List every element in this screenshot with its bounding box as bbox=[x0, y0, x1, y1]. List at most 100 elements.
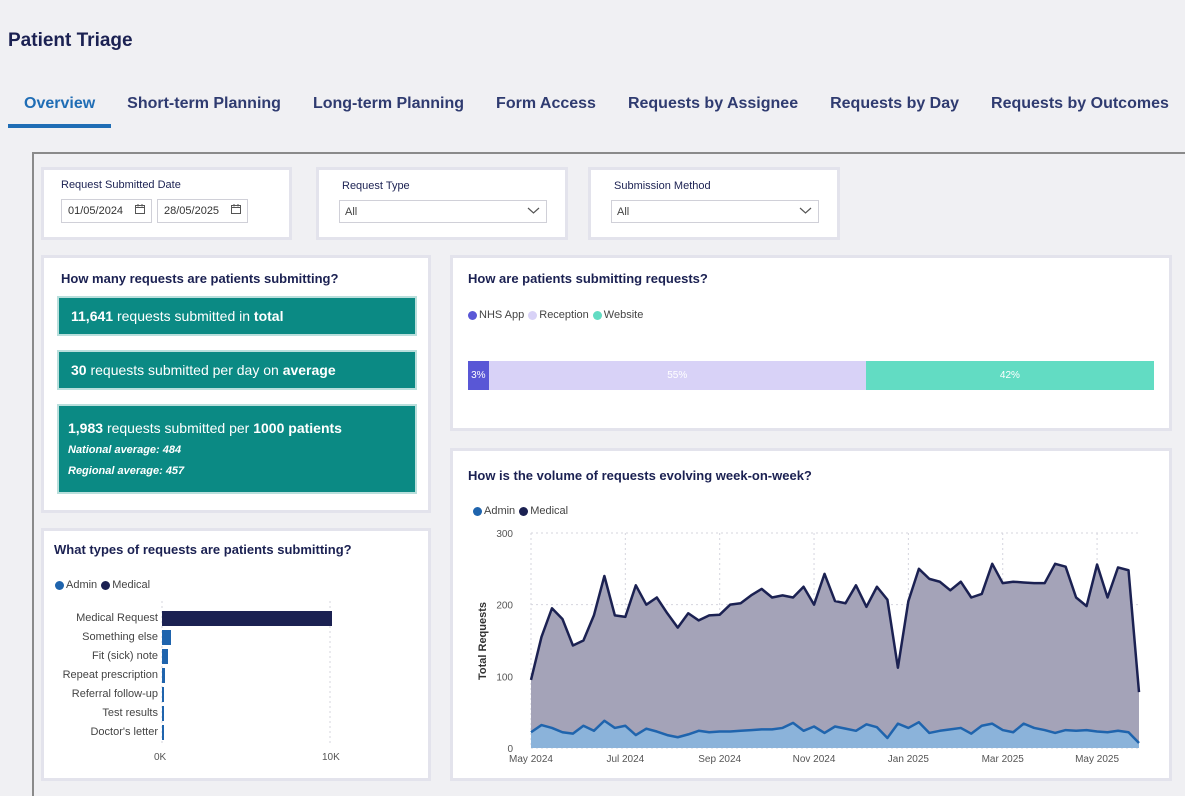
y-tick-label: 300 bbox=[496, 529, 513, 540]
bar-admin[interactable] bbox=[162, 630, 171, 645]
kpi-total-text: requests submitted in bbox=[116, 308, 251, 324]
category-label: Test results bbox=[102, 707, 158, 719]
category-label: Referral follow-up bbox=[71, 688, 158, 700]
legend-item-medical[interactable]: Medical bbox=[519, 505, 568, 517]
tab-short-term-planning[interactable]: Short-term Planning bbox=[127, 95, 281, 112]
types-legend: Admin Medical bbox=[55, 579, 154, 591]
tab-requests-by-assignee[interactable]: Requests by Assignee bbox=[627, 95, 799, 112]
bar-medical[interactable] bbox=[162, 611, 332, 626]
series-line-admin bbox=[530, 719, 1140, 744]
date-filter-card: Request Submitted Date 01/05/2024 28/05/… bbox=[41, 167, 292, 240]
stack-segment-website[interactable]: 42% bbox=[865, 361, 1154, 390]
x-tick-label: Mar 2025 bbox=[982, 754, 1025, 765]
request-type-label: Request Type bbox=[342, 180, 410, 192]
kpi-average-emph: average bbox=[282, 362, 336, 378]
tab-bar: Overview Short-term Planning Long-term P… bbox=[8, 85, 1185, 128]
national-average: National average: 484 bbox=[68, 444, 182, 456]
kpi-per1000-value: 1,983 bbox=[68, 420, 104, 436]
calendar-icon[interactable] bbox=[231, 204, 241, 217]
category-label: Something else bbox=[82, 631, 158, 643]
category-label: Repeat prescription bbox=[62, 669, 158, 681]
date-to-value: 28/05/2025 bbox=[164, 205, 220, 217]
legend-label-medical: Medical bbox=[112, 579, 151, 591]
weekly-legend: Admin Medical bbox=[473, 505, 572, 517]
tab-requests-by-day[interactable]: Requests by Day bbox=[830, 95, 960, 112]
tab-form-access[interactable]: Form Access bbox=[496, 95, 596, 112]
legend-item-admin[interactable]: Admin bbox=[473, 505, 515, 517]
series-area-medical bbox=[531, 563, 1139, 748]
submission-method-dropdown[interactable]: All bbox=[611, 200, 819, 223]
x-tick-label: Jan 2025 bbox=[888, 754, 930, 765]
x-tick-label: 0K bbox=[154, 752, 167, 763]
legend-dot bbox=[519, 506, 529, 516]
legend-label-reception: Reception bbox=[539, 309, 589, 321]
calendar-icon[interactable] bbox=[135, 204, 145, 217]
weekly-chart-card: How is the volume of requests evolving w… bbox=[450, 448, 1172, 781]
kpi-average: 30 requests submitted per day on average bbox=[57, 350, 417, 390]
kpi-total-emph: total bbox=[253, 308, 284, 324]
kpi-average-value: 30 bbox=[71, 362, 87, 378]
y-axis-label: Total Requests bbox=[477, 602, 489, 680]
legend-item-nhs-app[interactable]: NHS App bbox=[468, 309, 524, 321]
legend-label-medical: Medical bbox=[530, 505, 569, 517]
legend-label-admin: Admin bbox=[66, 579, 98, 591]
legend-label-nhs-app: NHS App bbox=[479, 309, 525, 321]
submission-chart-card: How are patients submitting requests? NH… bbox=[450, 255, 1172, 431]
segment-label: 42% bbox=[999, 370, 1020, 381]
kpi-per1000-text: requests submitted per bbox=[106, 420, 250, 436]
legend-dot bbox=[468, 310, 477, 320]
kpi-average-text: requests submitted per day on bbox=[90, 362, 279, 378]
types-chart-title: What types of requests are patients subm… bbox=[54, 542, 352, 557]
x-tick-label: Sep 2024 bbox=[698, 754, 741, 765]
bar-admin[interactable] bbox=[162, 668, 166, 683]
request-type-filter-card: Request Type All bbox=[316, 167, 568, 240]
bar-admin[interactable] bbox=[162, 687, 165, 702]
legend-item-medical[interactable]: Medical bbox=[101, 579, 150, 591]
legend-label-website: Website bbox=[603, 309, 644, 321]
legend-item-reception[interactable]: Reception bbox=[528, 309, 589, 321]
kpi-per1000-emph: 1000 patients bbox=[253, 420, 342, 436]
legend-label-admin: Admin bbox=[484, 505, 516, 517]
types-chart-card: What types of requests are patients subm… bbox=[41, 528, 431, 781]
date-from-value: 01/05/2024 bbox=[68, 205, 124, 217]
y-tick-label: 200 bbox=[496, 601, 513, 612]
regional-average: Regional average: 457 bbox=[68, 465, 185, 477]
legend-item-admin[interactable]: Admin bbox=[55, 579, 97, 591]
bar-admin[interactable] bbox=[162, 725, 164, 740]
series-area-admin bbox=[531, 720, 1139, 748]
legend-dot bbox=[101, 580, 111, 590]
x-tick-label: May 2025 bbox=[1075, 754, 1119, 765]
legend-dot bbox=[55, 580, 64, 590]
tab-overview[interactable]: Overview bbox=[8, 85, 112, 128]
legend-dot bbox=[592, 310, 602, 320]
date-from-input[interactable]: 01/05/2024 bbox=[61, 199, 152, 223]
legend-dot bbox=[473, 506, 482, 516]
stack-segment-nhs-app[interactable]: 3% bbox=[468, 361, 489, 390]
bar-admin[interactable] bbox=[162, 706, 164, 721]
tab-requests-by-outcomes[interactable]: Requests by Outcomes bbox=[991, 95, 1169, 112]
legend-item-website[interactable]: Website bbox=[592, 309, 644, 321]
bar-admin[interactable] bbox=[162, 649, 168, 664]
chevron-down-icon bbox=[527, 204, 540, 220]
chevron-down-icon bbox=[799, 204, 812, 220]
x-tick-label: Jul 2024 bbox=[606, 754, 644, 765]
report-canvas bbox=[32, 152, 1185, 796]
kpi-total-value: 11,641 bbox=[71, 308, 114, 324]
date-to-input[interactable]: 28/05/2025 bbox=[157, 199, 248, 223]
tab-long-term-planning[interactable]: Long-term Planning bbox=[312, 95, 465, 112]
submission-chart-title: How are patients submitting requests? bbox=[468, 271, 708, 286]
request-type-value: All bbox=[345, 206, 358, 218]
x-tick-label: 10K bbox=[322, 752, 340, 763]
request-type-dropdown[interactable]: All bbox=[339, 200, 547, 223]
x-tick-label: May 2024 bbox=[509, 754, 553, 765]
x-tick-label: Nov 2024 bbox=[793, 754, 836, 765]
submission-method-label: Submission Method bbox=[614, 180, 711, 192]
legend-dot bbox=[528, 310, 538, 320]
weekly-area-chart: 0 100 200 300 May 2024 Jul 2024 Sep 2024 Nov 20… bbox=[477, 529, 1141, 765]
kpi-per-1000: 1,983 requests submitted per 1000 patien… bbox=[57, 404, 417, 494]
stack-segment-reception[interactable]: 55% bbox=[488, 361, 866, 390]
weekly-chart-title: How is the volume of requests evolving w… bbox=[468, 468, 812, 483]
segment-label: 55% bbox=[667, 370, 688, 381]
submission-legend: NHS App Reception Website bbox=[468, 309, 647, 321]
submission-method-value: All bbox=[617, 206, 630, 218]
